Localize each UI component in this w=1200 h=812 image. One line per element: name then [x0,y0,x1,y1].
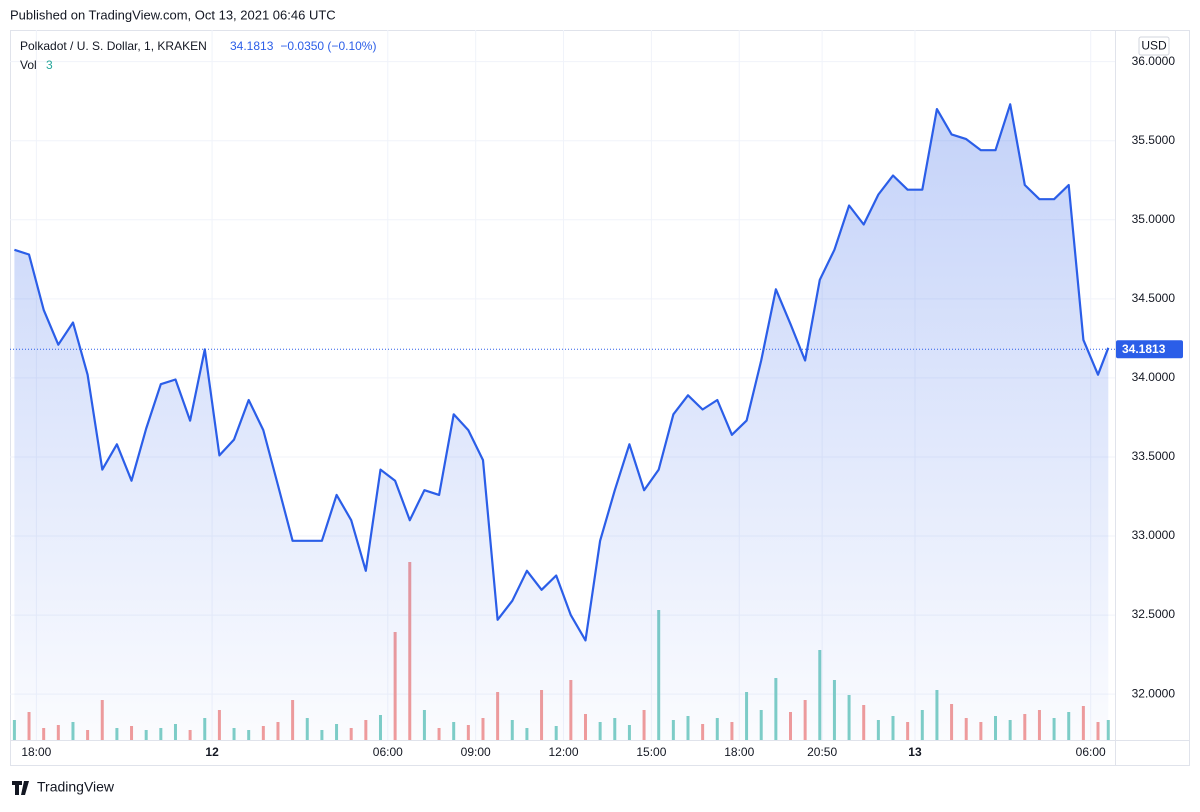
x-tick-label: 13 [908,745,922,759]
brand: TradingView [37,779,115,795]
volume-bar [12,720,16,740]
x-tick-label: 12 [205,745,219,759]
plot [10,103,1115,741]
last-price-label: 34.1813 [1122,342,1166,356]
y-tick-label: 36.0000 [1132,54,1176,68]
currency-box[interactable] [1138,36,1170,56]
y-tick-label: 32.5000 [1132,607,1176,621]
header-price: 34.1813 [230,39,274,53]
x-tick-label: 06:00 [1076,745,1106,759]
brand-logo [12,781,29,795]
y-tick-label: 33.5000 [1132,449,1176,463]
x-tick-label: 15:00 [636,745,666,759]
header-change: −0.0350 (−0.10%) [280,39,376,53]
published-note: Published on TradingView.com, Oct 13, 20… [10,7,336,22]
x-tick-label: 20:50 [807,745,837,759]
x-tick-label: 09:00 [461,745,491,759]
y-tick-label: 35.5000 [1132,133,1176,147]
y-tick-label: 35.0000 [1132,212,1176,226]
price-area [14,104,1109,741]
last-price-badge [1116,340,1183,359]
y-tick-label: 34.5000 [1132,291,1176,305]
y-tick-label: 34.0000 [1132,370,1176,384]
volume-label: Vol [20,58,37,72]
volume-last: 3 [46,58,53,72]
symbol: Polkadot / U. S. Dollar, 1, KRAKEN [20,39,207,53]
x-tick-label: 18:00 [21,745,51,759]
frame [10,30,1190,766]
axes: 32.0000 32.5000 33.0000 33.5000 34.0000 34.50… [21,54,1183,759]
x-tick-label: 12:00 [549,745,579,759]
y-tick-label: 33.0000 [1132,528,1176,542]
currency[interactable]: USD [1141,39,1167,53]
x-tick-label: 06:00 [373,745,403,759]
x-tick-label: 18:00 [724,745,754,759]
y-tick-label: 32.0000 [1132,686,1176,700]
price-line [14,103,1110,642]
